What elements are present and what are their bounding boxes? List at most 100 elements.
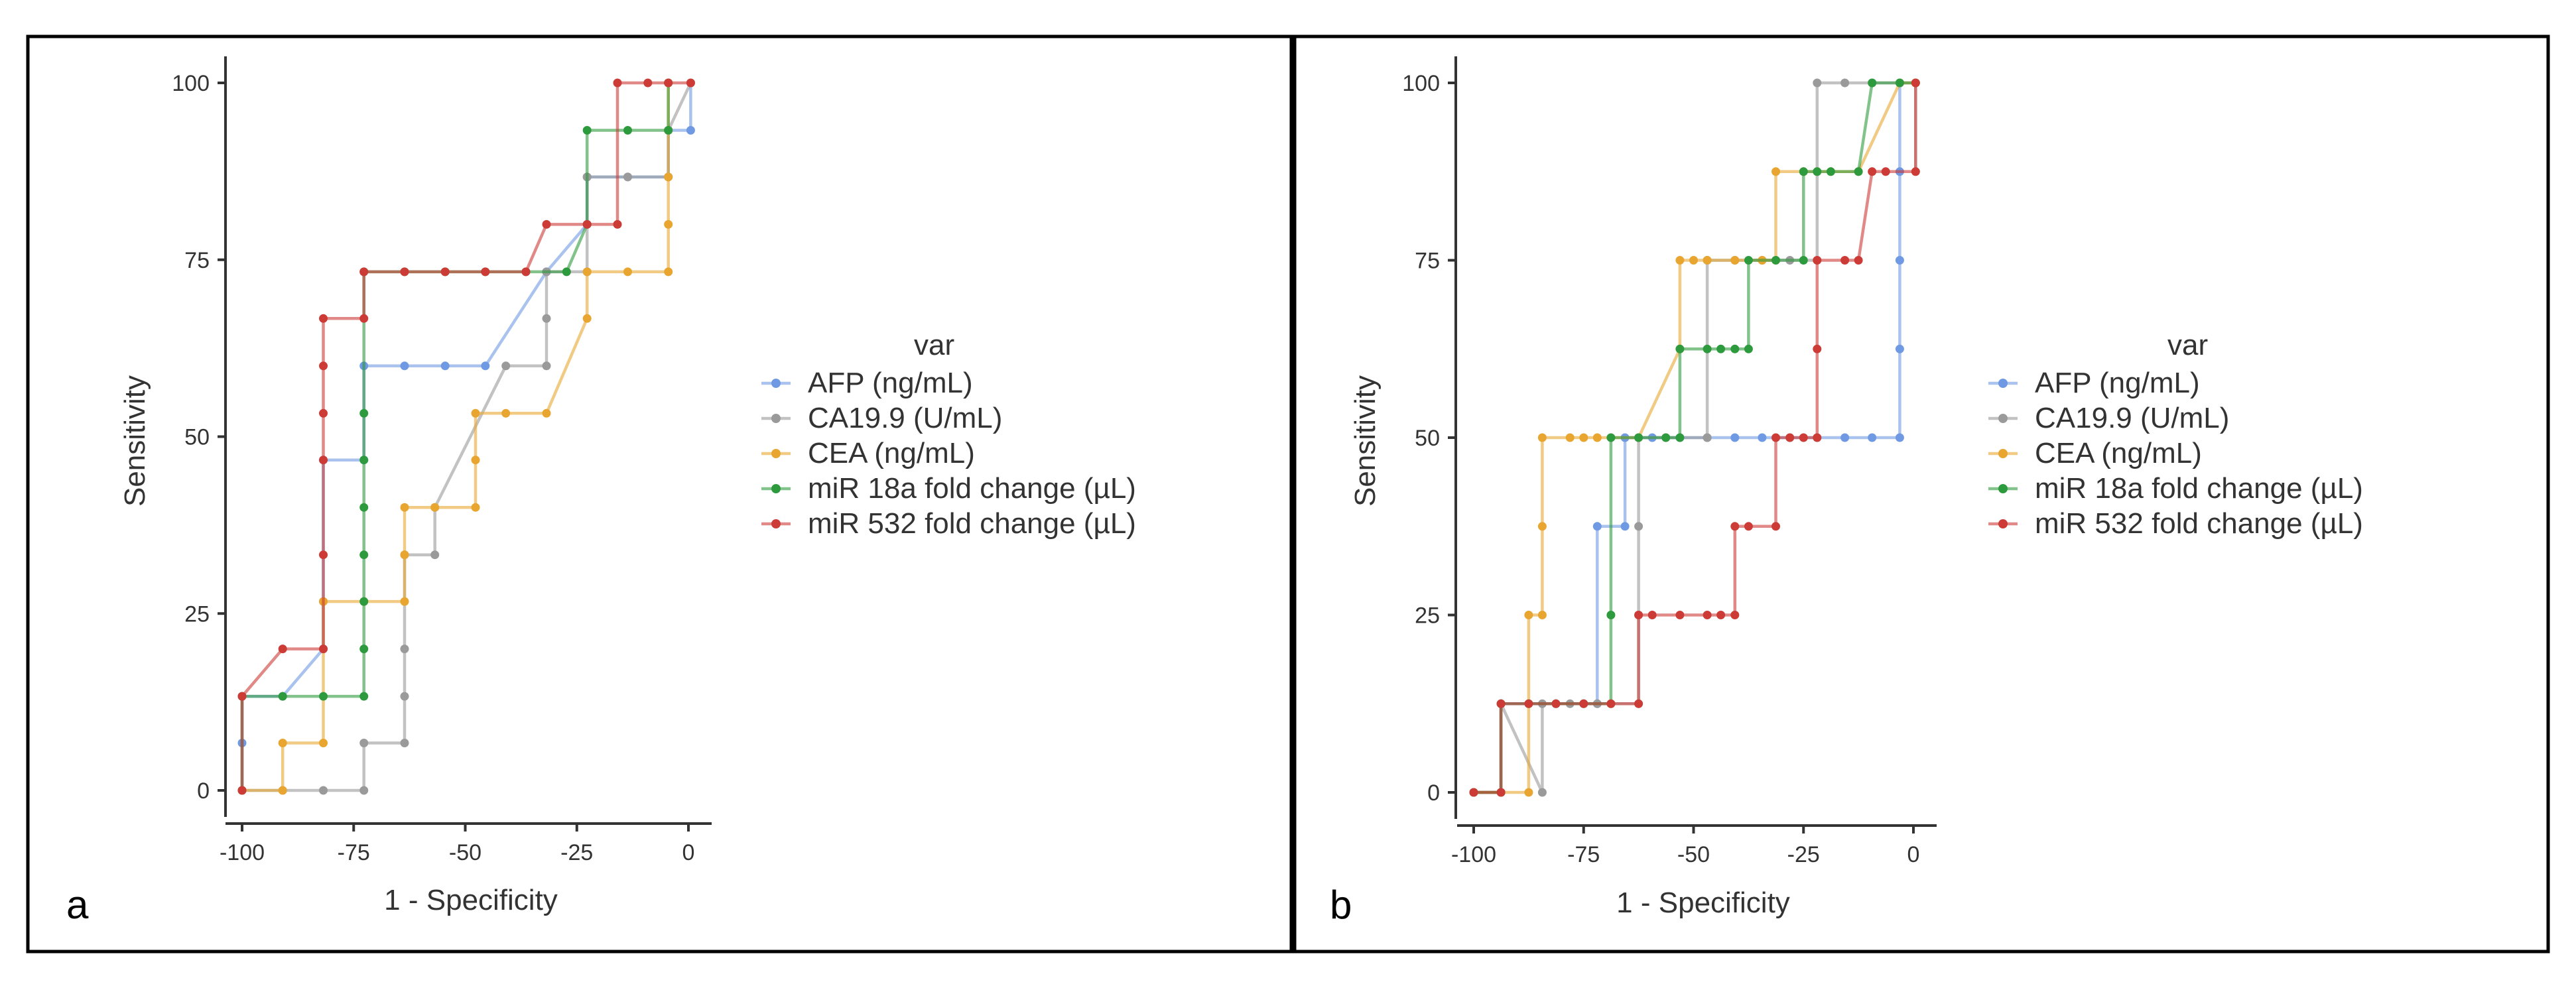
panel-b-data-point-AFP — [1895, 344, 1904, 353]
panel-b-data-point-CEA — [1771, 167, 1780, 176]
panel-a-data-point-AFP — [686, 126, 695, 135]
panel-a-y-tick-label: 25 — [184, 601, 210, 627]
panel-b-data-point-miR18a — [1895, 78, 1904, 88]
panel-b-legend-label: CEA (ng/mL) — [2035, 437, 2202, 469]
panel-a-data-point-miR532 — [481, 267, 490, 277]
panel-a-data-point-AFP — [440, 361, 450, 371]
panel-b-data-point-CEA — [1565, 433, 1575, 442]
panel-a-data-point-miR532 — [319, 408, 328, 418]
panel-b-x-tick-label: -100 — [1451, 842, 1496, 867]
panel-a-data-point-miR532 — [359, 314, 369, 323]
panel-b-data-point-AFP — [1620, 522, 1630, 531]
panel-b-data-point-miR18a — [1675, 344, 1685, 353]
panel-a-data-point-miR532 — [400, 267, 409, 277]
panel-a-data-point-CA19.9 — [430, 550, 440, 560]
panel-a-data-point-miR532 — [319, 361, 328, 371]
panel-a-y-tick-label: 0 — [197, 778, 210, 804]
panel-b-data-point-miR532 — [1579, 699, 1588, 708]
panel-a-data-point-miR18a — [582, 126, 592, 135]
panel-a-data-point-CEA — [582, 314, 592, 323]
panel-b-data-point-CEA — [1592, 433, 1602, 442]
panel-b-data-point-miR532 — [1634, 699, 1643, 708]
panel-a-plot: 0 25 50 75 100 -100 -75 -50 -25 0 — [172, 56, 712, 865]
panel-a-data-point-CEA — [430, 503, 440, 512]
panel-b-data-point-miR532 — [1881, 167, 1890, 176]
panel-a-data-point-AFP — [481, 361, 490, 371]
panel-a-data-point-CEA — [278, 786, 287, 795]
panel-a-legend-label: miR 532 fold change (µL) — [808, 507, 1136, 540]
panel-b-plot: 0 25 50 75 100 -100 -75 -50 -25 0 — [1402, 56, 1937, 867]
panel-a-data-point-miR18a — [359, 456, 369, 465]
panel-a-letter: a — [66, 883, 89, 927]
panel-b-data-point-miR532 — [1496, 699, 1506, 708]
panel-a-data-point-CA19.9 — [400, 739, 409, 747]
panel-b-data-point-CEA — [1675, 256, 1685, 265]
panel-b-data-point-CEA — [1537, 433, 1547, 442]
panel-a-series-line-miR18a — [240, 83, 670, 790]
panel-b-data-point-miR532 — [1606, 699, 1616, 708]
panel-a-data-point-miR532 — [613, 78, 622, 88]
panel-a-data-point-miR532 — [542, 219, 551, 229]
panel-a-data-point-miR532 — [686, 78, 695, 88]
panel-b-x-tick-label: -25 — [1787, 842, 1820, 867]
panel-b-legend-item-CEA: CEA (ng/mL) — [1988, 437, 2202, 469]
panel-a-data-point-CA19.9 — [359, 786, 369, 795]
panel-b-legend-swatch-dot — [1998, 379, 2008, 388]
panel-a-data-point-miR18a — [623, 126, 632, 135]
panel-b-x-tick-label: -75 — [1567, 842, 1600, 867]
panel-a-legend-item-miR18a: miR 18a fold change (µL) — [761, 472, 1136, 505]
panel-a-data-point-miR532 — [664, 78, 673, 88]
panel-b-data-point-miR18a — [1771, 256, 1780, 265]
panel-a-data-point-CA19.9 — [400, 645, 409, 654]
panel-b-legend-label: miR 18a fold change (µL) — [2035, 472, 2363, 505]
panel-b-data-point-CA19.9 — [1703, 433, 1712, 442]
panel-b-data-point-miR532 — [1496, 788, 1506, 797]
panel-a-data-point-miR18a — [359, 645, 369, 654]
panel-b-y-tick-label: 25 — [1415, 603, 1440, 629]
panel-b-legend-item-miR18a: miR 18a fold change (µL) — [1988, 472, 2363, 505]
panel-a-data-point-miR18a — [359, 550, 369, 560]
panel-a-data-point-CEA — [471, 456, 480, 465]
panel-b-data-point-miR18a — [1813, 167, 1822, 176]
panel-b-legend-label: AFP (ng/mL) — [2035, 367, 2200, 399]
panel-b-data-point-miR532 — [1716, 611, 1726, 619]
panel-a-legend-label: CA19.9 (U/mL) — [808, 402, 1002, 434]
panel-b-legend-item-CA19.9: CA19.9 (U/mL) — [1988, 402, 2229, 434]
panel-b-letter: b — [1330, 883, 1352, 927]
panel-b-data-point-CA19.9 — [1634, 522, 1643, 531]
panel-a-x-axis-title: 1 - Specificity — [384, 884, 558, 916]
panel-b-data-point-miR532 — [1524, 699, 1533, 708]
panel-b-data-point-miR18a — [1868, 78, 1877, 88]
panel-a-legend-swatch-dot — [771, 379, 781, 388]
panel-b-data-point-miR532 — [1744, 522, 1753, 531]
panel-b-data-point-miR18a — [1606, 433, 1616, 442]
panel-b-data-point-CA19.9 — [1840, 78, 1850, 88]
panel-a-data-point-CEA — [400, 597, 409, 606]
panel-b-legend-label: miR 532 fold change (µL) — [2035, 507, 2363, 540]
panel-b-data-point-miR18a — [1799, 167, 1808, 176]
panel-a-legend-label: CEA (ng/mL) — [808, 437, 975, 469]
panel-a-data-point-miR532 — [643, 78, 653, 88]
panel-b-data-point-CEA — [1524, 611, 1533, 619]
panel-a-legend-item-AFP: AFP (ng/mL) — [761, 367, 973, 399]
panel-a-legend-swatch-dot — [771, 484, 781, 493]
panel-a-series-miR532 — [237, 78, 695, 795]
panel-b-data-point-miR18a — [1634, 433, 1643, 442]
panel-a-data-point-miR532 — [359, 267, 369, 277]
panel-b-data-point-miR532 — [1911, 78, 1920, 88]
panel-b-legend-title: var — [2167, 329, 2208, 361]
panel-a-data-point-AFP — [400, 361, 409, 371]
panel-b-data-point-miR532 — [1675, 611, 1685, 619]
panel-b-data-point-miR532 — [1730, 522, 1740, 531]
panel-b-legend-item-AFP: AFP (ng/mL) — [1988, 367, 2200, 399]
panel-a-data-point-miR18a — [359, 408, 369, 418]
panel-b-x-axis-title: 1 - Specificity — [1616, 887, 1790, 919]
panel-b-data-point-miR18a — [1744, 344, 1753, 353]
panel-a-data-point-miR532 — [319, 550, 328, 560]
panel-b-data-point-miR532 — [1868, 167, 1877, 176]
panel-b-data-point-miR18a — [1799, 256, 1808, 265]
panel-a-data-point-CA19.9 — [623, 172, 632, 182]
panel-a-data-point-miR18a — [664, 126, 673, 135]
panel-b-legend-swatch-dot — [1998, 449, 2008, 458]
panel-a-legend-title: var — [914, 329, 954, 361]
